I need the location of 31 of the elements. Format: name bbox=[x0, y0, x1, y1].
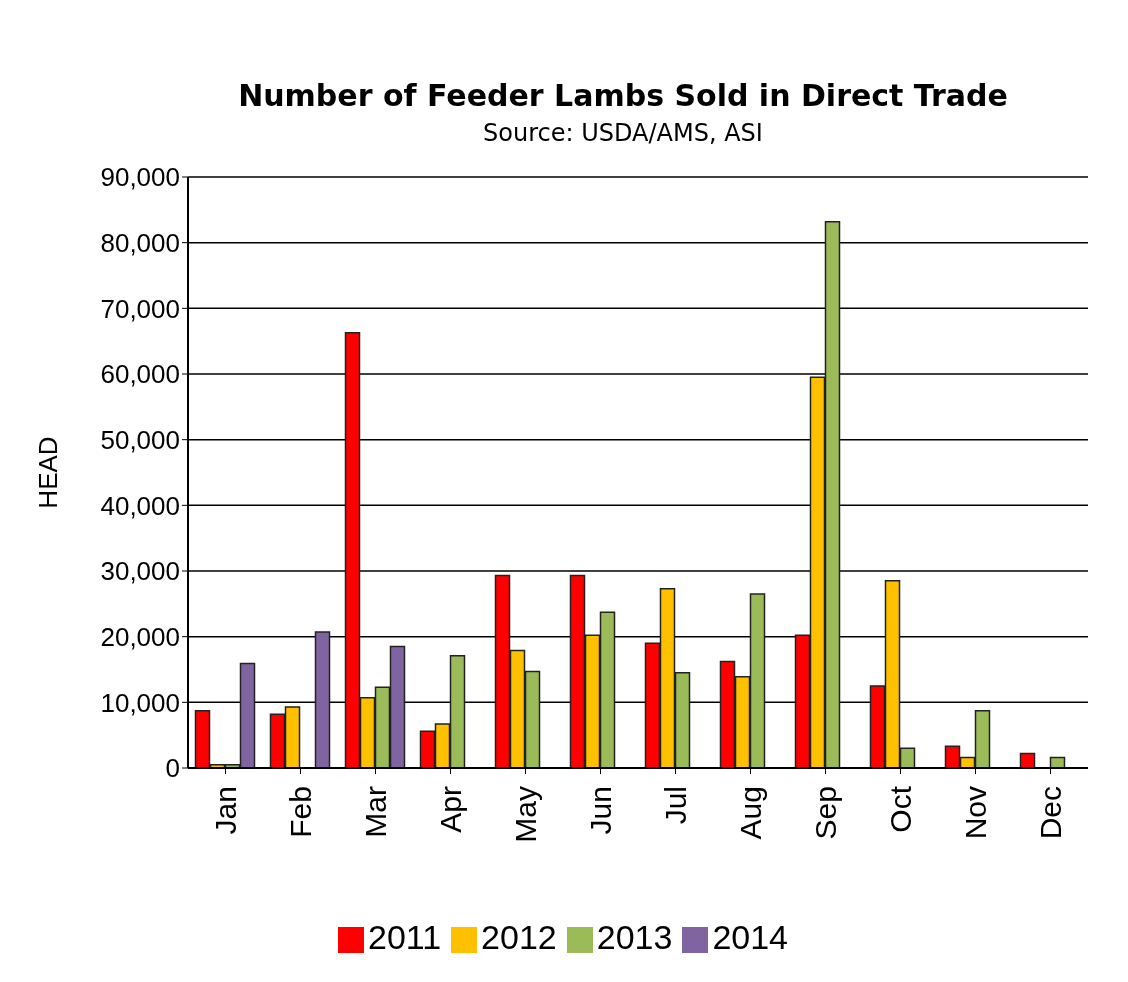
legend-label: 2011 bbox=[367, 918, 442, 956]
x-tick-label: Aug bbox=[734, 786, 767, 840]
y-tick-label: 60,000 bbox=[100, 359, 180, 390]
y-tick-label: 30,000 bbox=[100, 556, 180, 587]
x-tick-label: May bbox=[509, 786, 542, 843]
x-tick-label: Jul bbox=[659, 786, 692, 825]
chart-subtitle: Source: USDA/AMS, ASI bbox=[482, 119, 764, 147]
y-tick-label: 70,000 bbox=[100, 293, 180, 324]
legend-label: 2014 bbox=[712, 918, 789, 956]
y-tick-label: 40,000 bbox=[100, 490, 180, 521]
legend-label: 2012 bbox=[481, 918, 557, 956]
x-tick-label: Feb bbox=[284, 786, 317, 838]
x-tick-label: Sep bbox=[809, 786, 842, 840]
x-tick-label: Nov bbox=[959, 786, 992, 840]
x-tick-label: Dec bbox=[1034, 786, 1067, 840]
y-axis-title: HEAD bbox=[33, 436, 64, 509]
y-tick-label: 0 bbox=[165, 753, 180, 784]
x-tick-label: Oct bbox=[884, 785, 917, 833]
bar bbox=[314, 631, 331, 768]
legend-label: 2013 bbox=[596, 918, 673, 956]
y-tick-label: 50,000 bbox=[100, 424, 180, 455]
x-tick-label: Mar bbox=[359, 786, 392, 838]
x-tick-label: Jan bbox=[209, 786, 242, 835]
y-tick-label: 20,000 bbox=[100, 621, 180, 652]
x-tick-label: Jun bbox=[584, 786, 617, 835]
y-tick-label: 80,000 bbox=[100, 227, 180, 258]
y-tick-label: 10,000 bbox=[100, 687, 180, 718]
chart-title: Number of Feeder Lambs Sold in Direct Trade bbox=[237, 78, 1009, 113]
bar bbox=[1019, 752, 1036, 768]
x-tick-label: Apr bbox=[434, 785, 467, 833]
y-tick-label: 90,000 bbox=[100, 162, 180, 193]
